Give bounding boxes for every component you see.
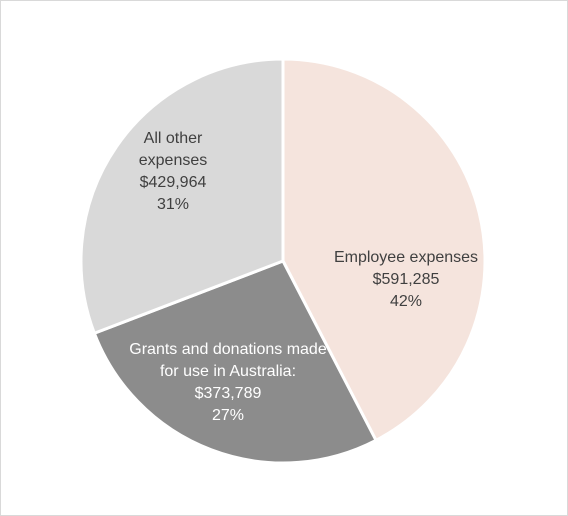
slice-3-label-line-3: $429,964 [140,174,207,191]
pie-slice-3 [79,57,285,336]
slice-2-label-line-4: 27% [212,407,244,424]
slice-3-label-line-1: All other [144,130,203,147]
slice-1-label-line-2: $591,285 [373,271,440,288]
slice-2-label-line-3: $373,789 [195,385,262,402]
slice-1-label-line-3: 42% [390,293,422,310]
slice-2-label-line-1: Grants and donations made [129,341,327,358]
pie-slice-1 [281,57,487,443]
slice-3-label-line-2: expenses [139,152,208,169]
slice-3-label-line-4: 31% [157,196,189,213]
slice-2-label-line-2: for use in Australia: [160,363,296,380]
slice-1-label-line-1: Employee expenses [334,249,478,266]
pie-slice-2 [92,259,379,465]
